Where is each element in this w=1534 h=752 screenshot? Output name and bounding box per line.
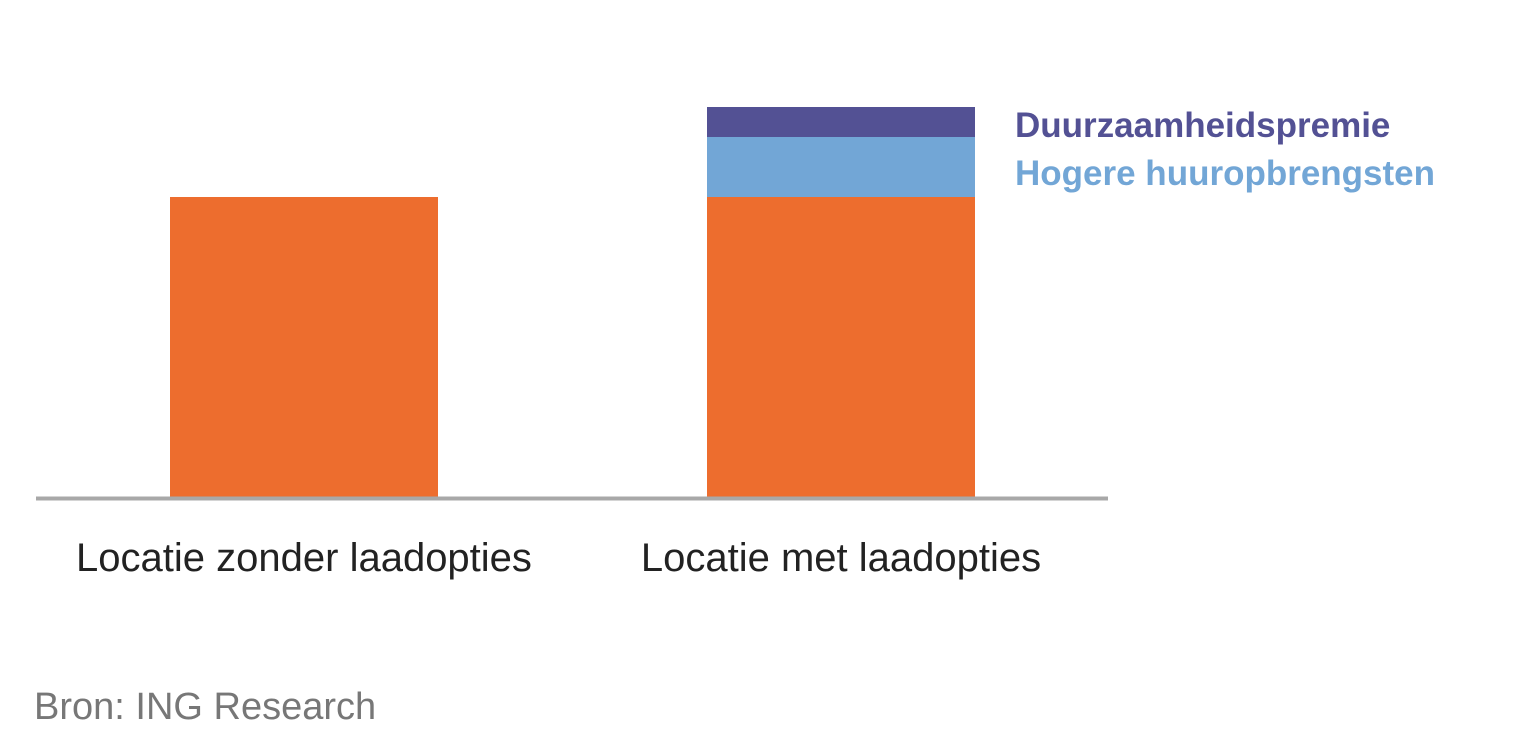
legend-label-1: Hogere huuropbrengsten [1015,154,1435,193]
source-note: Bron: ING Research [34,686,377,728]
category-label-1: Locatie met laadopties [641,536,1041,580]
bars-group [170,107,975,497]
bar-segment-c1-s1 [707,137,975,197]
bar-segment-c1-s2 [707,107,975,137]
legend-label-2: Duurzaamheidspremie [1015,106,1390,145]
category-labels: Locatie zonder laadopties Locatie met laa… [76,536,1041,580]
legend: Hogere huuropbrengsten Duurzaamheidspremi… [1015,106,1435,193]
category-label-0: Locatie zonder laadopties [76,536,532,580]
bar-segment-c1-s0 [707,197,975,497]
bar-segment-c0-s0 [170,197,438,497]
